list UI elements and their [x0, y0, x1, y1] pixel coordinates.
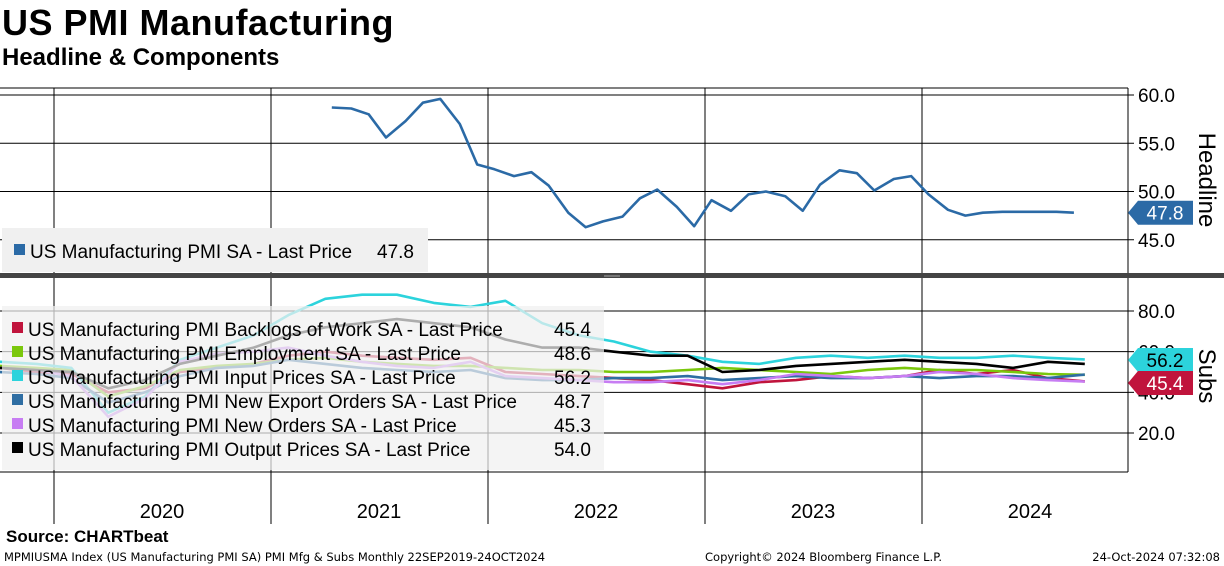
bottom-legend-label: US Manufacturing PMI Backlogs of Work SA… [28, 320, 503, 341]
bottom-legend-label: US Manufacturing PMI New Export Orders S… [28, 392, 517, 413]
x-tick-label: 2020 [140, 501, 185, 523]
bottom-legend-swatch [12, 442, 23, 453]
bottom-legend-label: US Manufacturing PMI Input Prices SA - L… [28, 368, 456, 389]
top-y-tick-label: 60.0 [1138, 86, 1175, 107]
bottom-legend-swatch [12, 418, 23, 429]
source-label: Source: CHARTbeat [6, 527, 169, 546]
bottom-legend-swatch [12, 370, 23, 381]
top-legend-label: US Manufacturing PMI SA - Last Price [30, 242, 352, 263]
top-legend-swatch [14, 244, 25, 255]
bottom-axis-title: Subs [1193, 349, 1220, 404]
bottom-legend-swatch [12, 394, 23, 405]
bottom-legend-label: US Manufacturing PMI New Orders SA - Las… [28, 416, 457, 437]
chart-title: US PMI Manufacturing [2, 2, 395, 43]
bottom-y-tick-label: 80.0 [1138, 302, 1175, 323]
footer-timestamp: 24-Oct-2024 07:32:08 [1092, 550, 1220, 564]
headline-last-value-text: 47.8 [1147, 204, 1184, 225]
x-tick-label: 2023 [791, 501, 836, 523]
top-axis-title: Headline [1193, 133, 1220, 228]
x-tick-label: 2022 [574, 501, 619, 523]
x-tick-label: 2024 [1008, 501, 1053, 523]
bottom-legend-swatch [12, 322, 23, 333]
top-y-tick-label: 50.0 [1138, 183, 1175, 204]
bottom-legend-value: 48.6 [554, 344, 591, 365]
bottom-legend-value: 45.3 [554, 416, 591, 437]
bottom-legend-box [2, 306, 604, 470]
top-legend-box [2, 228, 428, 272]
top-y-tick-label: 55.0 [1138, 134, 1175, 155]
bottom-legend-swatch [12, 346, 23, 357]
last-value-tag-backlogs [1128, 371, 1193, 395]
bottom-legend-value: 56.2 [554, 368, 591, 389]
bottom-y-tick-label: 20.0 [1138, 424, 1175, 445]
x-tick-label: 2021 [357, 501, 402, 523]
bottom-legend-label: US Manufacturing PMI Output Prices SA - … [28, 440, 470, 461]
headline-series-line [331, 97, 1074, 229]
chart-subtitle: Headline & Components [2, 44, 280, 71]
last-value-tag-input_prices [1128, 348, 1193, 372]
bottom-legend-value: 48.7 [554, 392, 591, 413]
footer-index-info: MPMIUSMA Index (US Manufacturing PMI SA)… [4, 550, 546, 564]
last-value-text-input_prices: 56.2 [1147, 351, 1184, 372]
top-y-tick-label: 45.0 [1138, 231, 1175, 252]
headline-last-value-tag [1128, 200, 1193, 225]
bottom-legend-value: 45.4 [554, 320, 591, 341]
footer-copyright: Copyright© 2024 Bloomberg Finance L.P. [705, 550, 942, 564]
bottom-legend-label: US Manufacturing PMI Employment SA - Las… [28, 344, 461, 365]
bottom-legend-value: 54.0 [554, 440, 591, 461]
top-legend-value: 47.8 [377, 242, 414, 263]
last-value-text-backlogs: 45.4 [1147, 374, 1184, 395]
